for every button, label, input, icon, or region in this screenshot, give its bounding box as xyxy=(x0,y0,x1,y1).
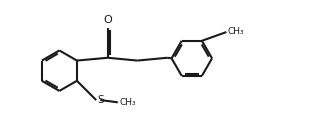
Text: CH₃: CH₃ xyxy=(227,27,244,36)
Text: S: S xyxy=(97,95,104,105)
Text: CH₃: CH₃ xyxy=(119,98,136,107)
Text: O: O xyxy=(103,15,112,25)
